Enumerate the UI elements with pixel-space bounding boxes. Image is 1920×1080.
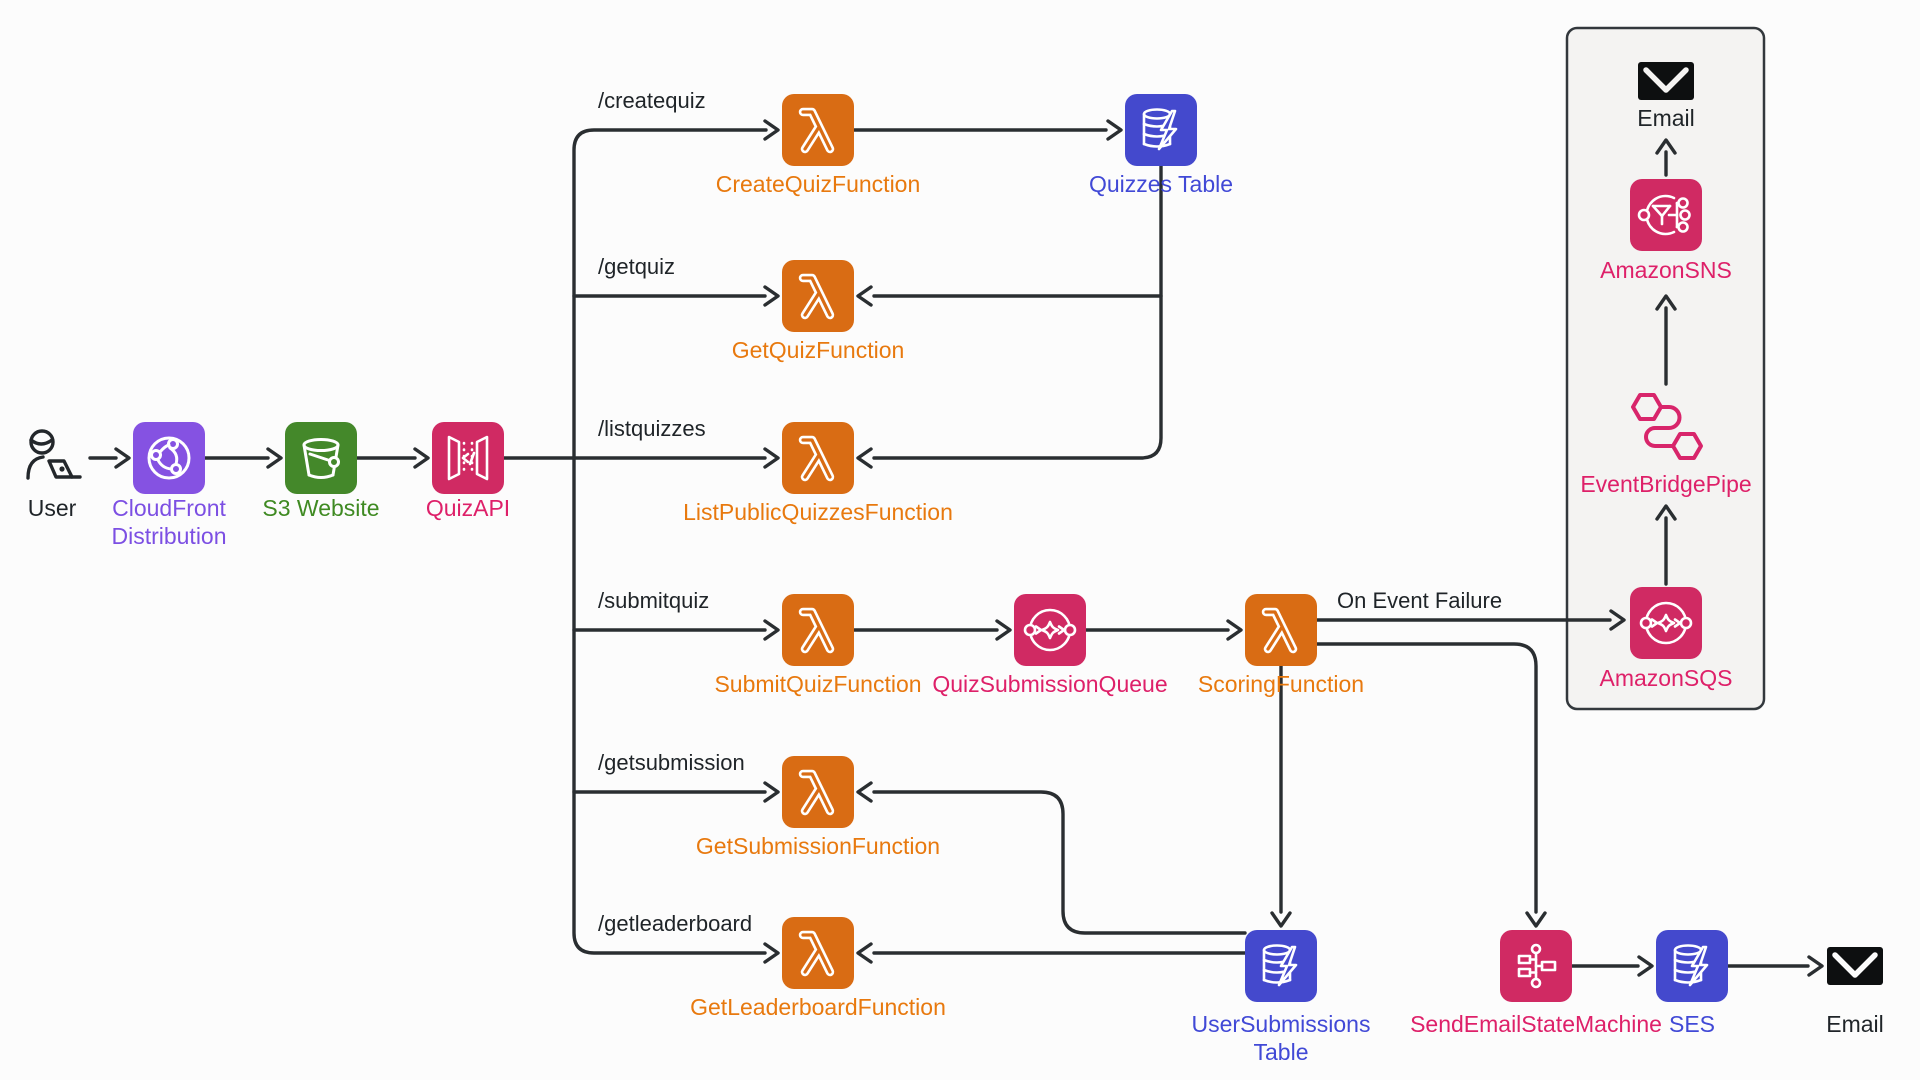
route-getleaderboard: /getleaderboard xyxy=(598,911,752,936)
quizzes-table-label: Quizzes Table xyxy=(1089,171,1233,197)
route-createquiz: /createquiz xyxy=(598,88,706,113)
ses-label: SES xyxy=(1669,1011,1715,1037)
user-label: User xyxy=(28,495,77,521)
amazon-sns-label: AmazonSNS xyxy=(1600,257,1732,283)
get-leaderboard-fn-label: GetLeaderboardFunction xyxy=(690,994,946,1020)
user-icon xyxy=(26,429,82,480)
amazon-sqs-icon xyxy=(1630,587,1702,659)
quizzes-table-icon xyxy=(1125,94,1197,166)
email-icon-out xyxy=(1827,947,1883,985)
route-getquiz: /getquiz xyxy=(598,254,675,279)
eventbridge-pipe-label: EventBridgePipe xyxy=(1580,471,1751,497)
route-getsubmission: /getsubmission xyxy=(598,750,745,775)
list-public-quizzes-fn-label: ListPublicQuizzesFunction xyxy=(683,499,953,525)
lambda-icon-scoring xyxy=(1245,594,1317,666)
submit-quiz-fn-label: SubmitQuizFunction xyxy=(714,671,921,697)
quiz-submission-queue-label: QuizSubmissionQueue xyxy=(932,671,1167,697)
get-submission-fn-label: GetSubmissionFunction xyxy=(696,833,940,859)
lambda-icon-getquiz xyxy=(782,260,854,332)
eventbridge-pipe-icon xyxy=(1631,393,1703,460)
quizapi-label: QuizAPI xyxy=(426,495,510,521)
route-submitquiz: /submitquiz xyxy=(598,588,709,613)
lambda-icon-listquizzes xyxy=(782,422,854,494)
email-out-label: Email xyxy=(1826,1011,1884,1037)
api-gateway-icon xyxy=(432,422,504,494)
cloudfront-label-line2: Distribution xyxy=(111,523,226,549)
scoring-fn-label: ScoringFunction xyxy=(1198,671,1364,697)
ses-icon xyxy=(1656,930,1728,1002)
amazon-sqs-label: AmazonSQS xyxy=(1600,665,1733,691)
cloudfront-label-line1: CloudFront xyxy=(112,495,226,521)
email-icon-panel xyxy=(1638,62,1694,100)
lambda-icon-createquiz xyxy=(782,94,854,166)
user-submissions-label-line2: Table xyxy=(1254,1039,1309,1065)
wire-ustable-getsubmissionfn xyxy=(872,790,1247,935)
wire-trunk xyxy=(572,128,768,955)
on-event-failure-label: On Event Failure xyxy=(1337,588,1502,613)
lambda-icon-submitquiz xyxy=(782,594,854,666)
s3-label: S3 Website xyxy=(262,495,379,521)
user-submissions-table-icon xyxy=(1245,930,1317,1002)
s3-bucket-icon xyxy=(285,422,357,494)
wire-scoring-statemachine xyxy=(1315,642,1538,914)
route-listquizzes: /listquizzes xyxy=(598,416,706,441)
quiz-submission-queue-icon xyxy=(1014,594,1086,666)
amazon-sns-icon xyxy=(1630,179,1702,251)
cloudfront-icon xyxy=(133,422,205,494)
wire-quizzestable-listfn xyxy=(872,164,1163,460)
user-submissions-label-line1: UserSubmissions xyxy=(1192,1011,1371,1037)
lambda-icon-getleaderboard xyxy=(782,917,854,989)
get-quiz-fn-label: GetQuizFunction xyxy=(732,337,905,363)
send-email-state-machine-label: SendEmailStateMachine xyxy=(1410,1011,1662,1037)
lambda-icon-getsubmission xyxy=(782,756,854,828)
connector-lines xyxy=(88,119,1824,977)
send-email-state-machine-icon xyxy=(1500,930,1572,1002)
create-quiz-fn-label: CreateQuizFunction xyxy=(716,171,921,197)
panel-email-label: Email xyxy=(1637,105,1695,131)
